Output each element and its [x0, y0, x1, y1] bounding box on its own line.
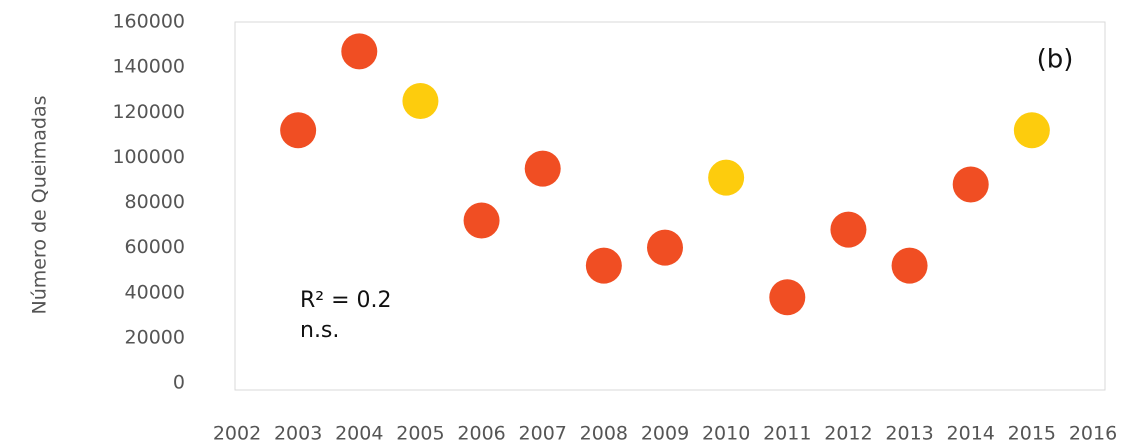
y-tick-label: 100000	[112, 146, 185, 168]
x-tick-label: 2005	[396, 423, 444, 445]
point	[708, 159, 745, 196]
point	[402, 82, 439, 119]
y-tick-label: 20000	[125, 326, 185, 348]
x-tick-label: 2010	[702, 423, 750, 445]
x-tick-label: 2003	[274, 423, 322, 445]
y-tick-label: 0	[173, 372, 185, 394]
x-tick-label: 2009	[641, 423, 689, 445]
significance: n.s.	[300, 318, 339, 343]
point	[952, 166, 989, 203]
plot-frame	[234, 21, 1106, 391]
point	[769, 279, 806, 316]
x-tick-label: 2011	[763, 423, 811, 445]
y-tick-label: 80000	[125, 191, 185, 213]
y-tick-label: 40000	[125, 281, 185, 303]
x-tick-label: 2002	[213, 423, 261, 445]
x-tick-label: 2015	[1008, 423, 1056, 445]
y-tick-label: 60000	[125, 236, 185, 258]
x-tick-label: 2007	[519, 423, 567, 445]
y-tick-label: 140000	[112, 56, 185, 78]
point	[280, 112, 317, 149]
point	[891, 247, 928, 284]
x-tick-label: 2014	[947, 423, 995, 445]
point	[585, 247, 622, 284]
point	[341, 33, 378, 70]
x-tick-label: 2006	[457, 423, 505, 445]
y-tick-label: 160000	[112, 11, 185, 33]
point	[830, 211, 867, 248]
point	[647, 229, 683, 266]
panel-label: (b)	[1037, 45, 1074, 75]
y-axis-label: Número de Queimadas	[29, 95, 51, 314]
x-tick-label: 2012	[824, 423, 872, 445]
x-tick-label: 2008	[580, 423, 628, 445]
point	[463, 202, 500, 239]
x-tick-label: 2016	[1069, 423, 1117, 445]
r-squared: R² = 0.2	[300, 288, 392, 313]
y-tick-label: 120000	[112, 101, 185, 123]
x-tick-label: 2013	[885, 423, 933, 445]
point	[524, 150, 561, 187]
point	[1013, 112, 1050, 149]
x-tick-label: 2004	[335, 423, 383, 445]
